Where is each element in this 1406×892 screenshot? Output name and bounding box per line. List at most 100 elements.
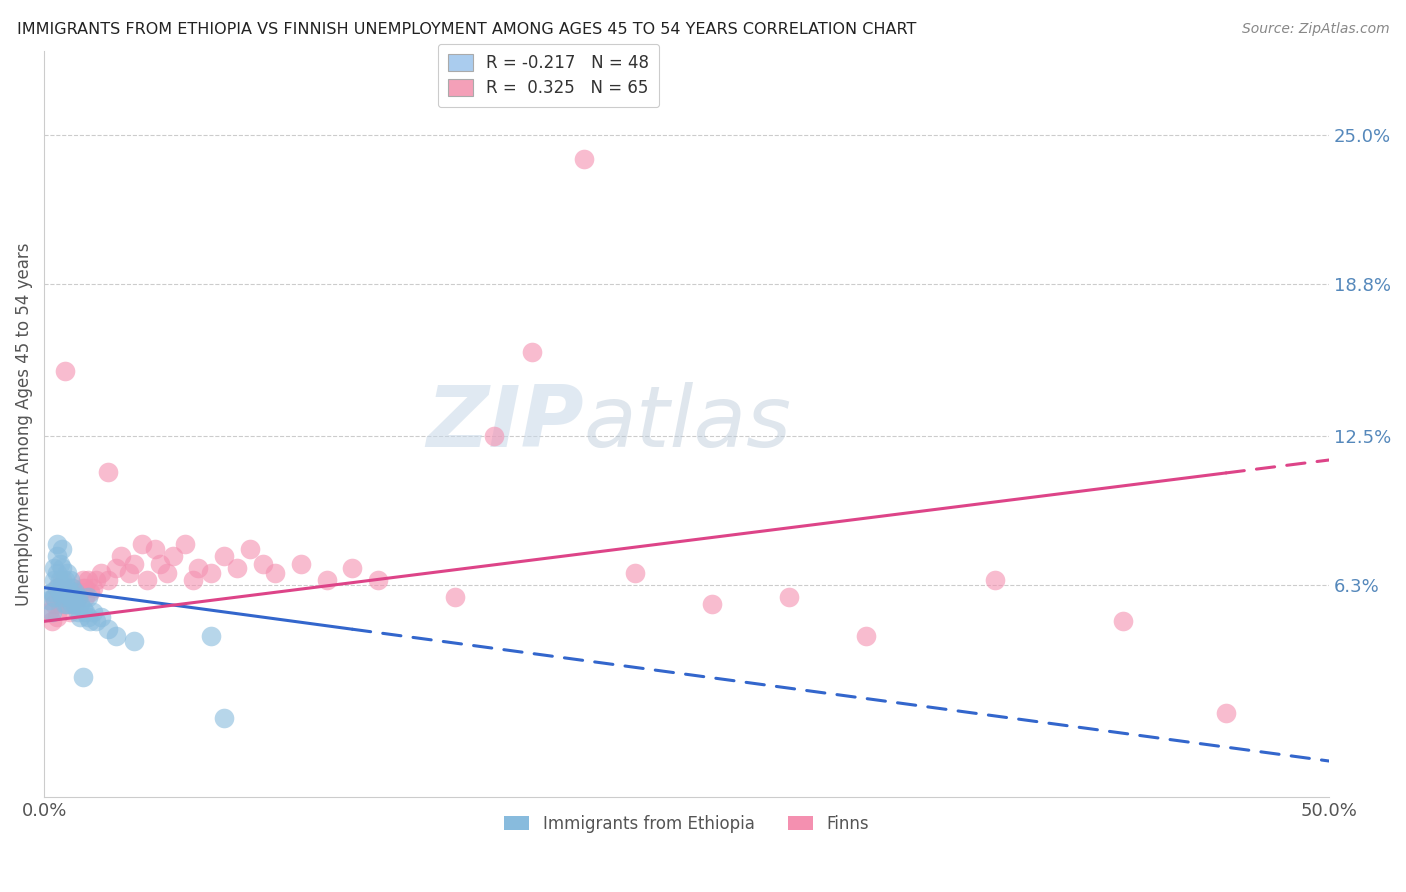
Point	[82, 605, 104, 619]
Point	[53, 364, 76, 378]
Point	[367, 574, 389, 588]
Point	[149, 557, 172, 571]
Point	[56, 598, 79, 612]
Point	[105, 561, 128, 575]
Point	[48, 574, 70, 588]
Point	[122, 557, 145, 571]
Point	[72, 670, 94, 684]
Point	[48, 557, 70, 571]
Point	[200, 629, 222, 643]
Point	[46, 581, 69, 595]
Point	[51, 578, 73, 592]
Point	[97, 574, 120, 588]
Text: Source: ZipAtlas.com: Source: ZipAtlas.com	[1241, 22, 1389, 37]
Point	[41, 585, 63, 599]
Point	[66, 591, 89, 605]
Point	[51, 542, 73, 557]
Point	[156, 566, 179, 581]
Point	[264, 566, 287, 581]
Point	[97, 622, 120, 636]
Point	[1112, 615, 1135, 629]
Point	[53, 585, 76, 599]
Point	[143, 542, 166, 557]
Point	[44, 591, 66, 605]
Point	[82, 581, 104, 595]
Point	[66, 605, 89, 619]
Point	[84, 574, 107, 588]
Text: IMMIGRANTS FROM ETHIOPIA VS FINNISH UNEMPLOYMENT AMONG AGES 45 TO 54 YEARS CORRE: IMMIGRANTS FROM ETHIOPIA VS FINNISH UNEM…	[17, 22, 917, 37]
Point	[56, 581, 79, 595]
Point	[187, 561, 209, 575]
Point	[63, 585, 86, 599]
Point	[522, 344, 544, 359]
Point	[76, 574, 98, 588]
Point	[72, 581, 94, 595]
Point	[174, 537, 197, 551]
Point	[60, 581, 83, 595]
Point	[59, 585, 82, 599]
Point	[51, 561, 73, 575]
Legend: Immigrants from Ethiopia, Finns: Immigrants from Ethiopia, Finns	[496, 806, 877, 841]
Point	[63, 598, 86, 612]
Point	[702, 598, 724, 612]
Text: atlas: atlas	[583, 383, 792, 466]
Point	[56, 598, 79, 612]
Point	[79, 585, 101, 599]
Point	[69, 585, 91, 599]
Y-axis label: Unemployment Among Ages 45 to 54 years: Unemployment Among Ages 45 to 54 years	[15, 242, 32, 606]
Point	[84, 615, 107, 629]
Point	[75, 591, 97, 605]
Point	[90, 609, 112, 624]
Point	[212, 549, 235, 564]
Point	[44, 574, 66, 588]
Point	[72, 602, 94, 616]
Point	[131, 537, 153, 551]
Point	[342, 561, 364, 575]
Point	[97, 465, 120, 479]
Point	[53, 585, 76, 599]
Point	[51, 591, 73, 605]
Point	[76, 591, 98, 605]
Point	[38, 592, 60, 607]
Point	[72, 574, 94, 588]
Point	[162, 549, 184, 564]
Text: ZIP: ZIP	[426, 383, 583, 466]
Point	[66, 591, 89, 605]
Point	[51, 574, 73, 588]
Point	[46, 549, 69, 564]
Point	[290, 557, 312, 571]
Point	[41, 605, 63, 619]
Point	[69, 609, 91, 624]
Point	[51, 591, 73, 605]
Point	[48, 585, 70, 599]
Point	[181, 574, 204, 588]
Point	[46, 609, 69, 624]
Point	[59, 591, 82, 605]
Point	[315, 574, 337, 588]
Point	[53, 574, 76, 588]
Point	[44, 561, 66, 575]
Point	[239, 542, 262, 557]
Point	[76, 609, 98, 624]
Point	[46, 566, 69, 581]
Point	[48, 585, 70, 599]
Point	[1215, 706, 1237, 720]
Point	[90, 566, 112, 581]
Point	[79, 615, 101, 629]
Point	[75, 581, 97, 595]
Point	[60, 598, 83, 612]
Point	[63, 585, 86, 599]
Point	[59, 585, 82, 599]
Point	[59, 574, 82, 588]
Point	[59, 605, 82, 619]
Point	[110, 549, 132, 564]
Point	[200, 566, 222, 581]
Point	[135, 574, 157, 588]
Point	[778, 591, 800, 605]
Point	[56, 566, 79, 581]
Point	[212, 711, 235, 725]
Point	[46, 537, 69, 551]
Point	[48, 598, 70, 612]
Point	[118, 566, 141, 581]
Point	[44, 598, 66, 612]
